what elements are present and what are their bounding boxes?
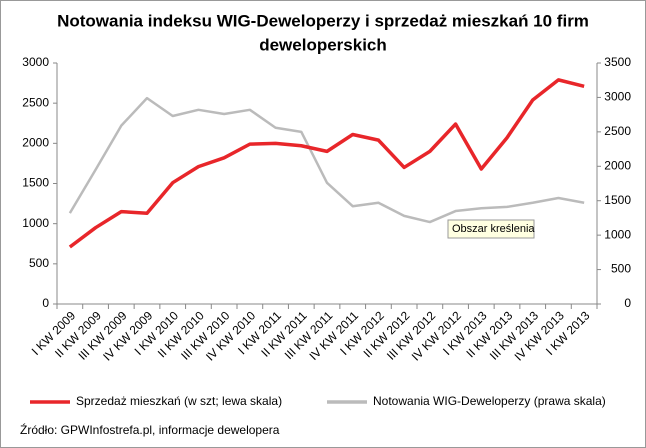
y2-tick-label: 3500 <box>604 55 631 69</box>
tooltip: Obszar kreślenia <box>452 223 535 235</box>
y-tick-label: 3000 <box>22 55 49 69</box>
y-tick-label: 1500 <box>22 176 49 190</box>
y-tick-label: 1000 <box>22 216 49 230</box>
y2-tick-label: 0 <box>624 296 631 310</box>
y-tick-label: 0 <box>42 296 49 310</box>
chart-title: Notowania indeksu WIG-Deweloperzy i sprz… <box>57 11 589 30</box>
y2-tick-label: 1500 <box>604 193 631 207</box>
series-line <box>68 78 585 249</box>
y-tick-label: 500 <box>29 256 49 270</box>
series-line <box>68 96 585 224</box>
y2-tick-label: 1000 <box>604 227 631 241</box>
y-tick-label: 2500 <box>22 95 49 109</box>
legend-label: Sprzedaż mieszkań (w szt; lewa skala) <box>76 394 282 408</box>
chart-title-line2: deweloperskich <box>259 35 387 54</box>
legend-label: Notowania WIG-Deweloperzy (prawa skala) <box>373 394 606 408</box>
source: Źródło: GPWInfostrefa.pl, informacje dew… <box>20 422 280 437</box>
y-tick-label: 2000 <box>22 136 49 150</box>
y2-tick-label: 3000 <box>604 90 631 104</box>
y2-tick-label: 2500 <box>604 124 631 138</box>
tooltip-box <box>447 219 535 239</box>
y2-tick-label: 2000 <box>604 158 631 172</box>
y2-tick-label: 500 <box>611 262 631 276</box>
